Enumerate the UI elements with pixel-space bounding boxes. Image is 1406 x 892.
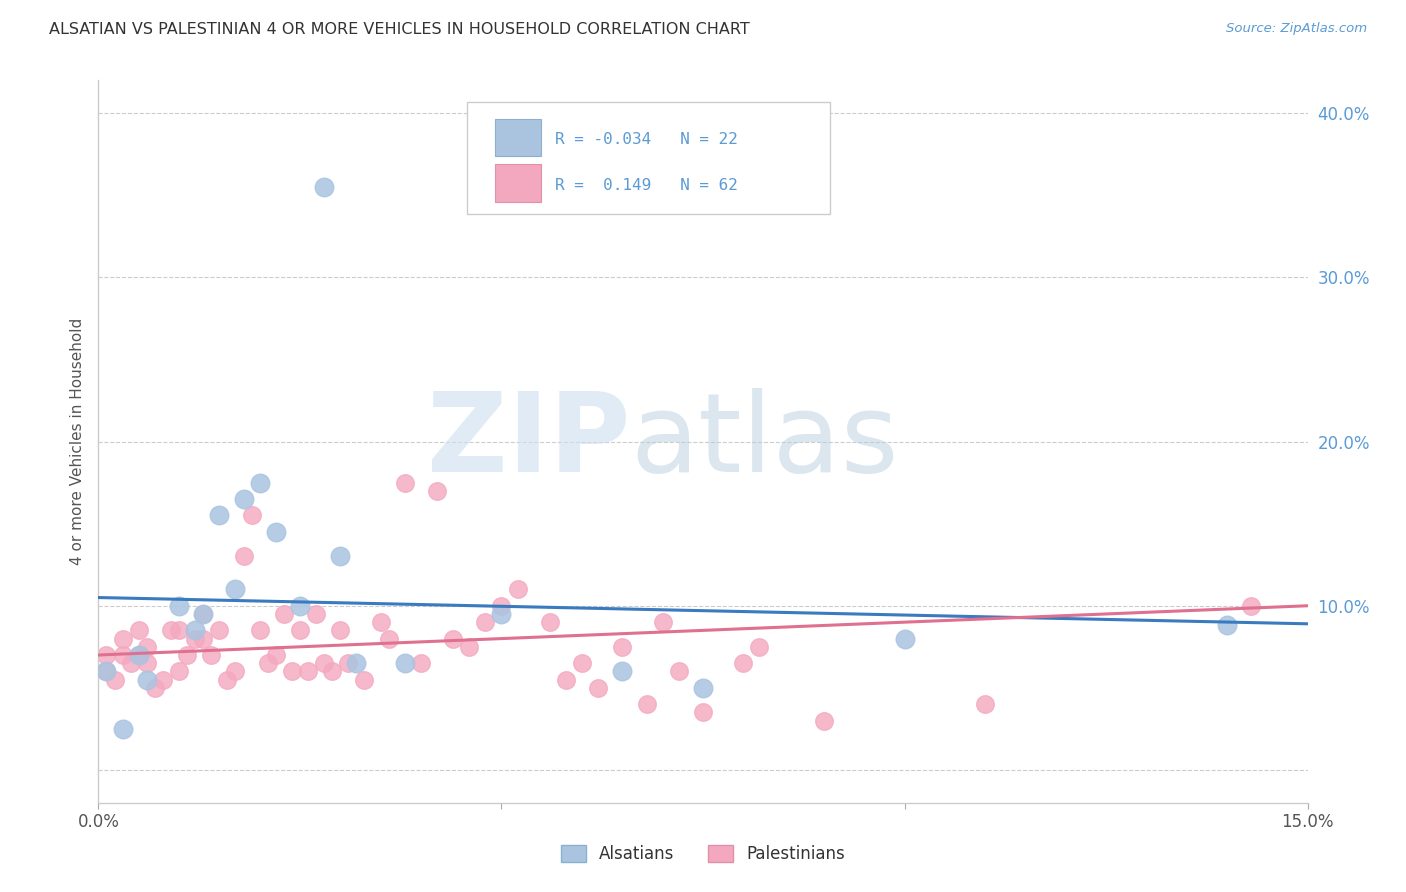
Point bbox=[314, 180, 336, 194]
Point bbox=[167, 599, 190, 613]
Point bbox=[249, 475, 271, 490]
Point bbox=[426, 483, 449, 498]
Point bbox=[893, 632, 915, 646]
Point bbox=[193, 632, 215, 646]
FancyBboxPatch shape bbox=[495, 119, 541, 156]
Point bbox=[394, 475, 416, 490]
Point bbox=[143, 681, 166, 695]
Point bbox=[538, 615, 561, 630]
Point bbox=[612, 640, 634, 654]
Text: ZIP: ZIP bbox=[427, 388, 630, 495]
Point bbox=[232, 549, 254, 564]
Point bbox=[491, 607, 513, 621]
Point bbox=[974, 698, 997, 712]
Point bbox=[458, 640, 481, 654]
Point bbox=[103, 673, 125, 687]
Point bbox=[135, 673, 157, 687]
Point bbox=[273, 607, 295, 621]
Point bbox=[329, 549, 352, 564]
Point bbox=[176, 648, 198, 662]
Point bbox=[321, 665, 343, 679]
Point bbox=[692, 681, 714, 695]
Point bbox=[651, 615, 673, 630]
Text: R = -0.034   N = 22: R = -0.034 N = 22 bbox=[555, 132, 738, 147]
Point bbox=[224, 582, 246, 597]
Point bbox=[344, 657, 367, 671]
Text: atlas: atlas bbox=[630, 388, 898, 495]
Point bbox=[370, 615, 392, 630]
Point bbox=[491, 599, 513, 613]
Point bbox=[200, 648, 222, 662]
Point bbox=[249, 624, 271, 638]
Point bbox=[152, 673, 174, 687]
FancyBboxPatch shape bbox=[467, 102, 830, 214]
Point bbox=[128, 624, 150, 638]
Point bbox=[208, 624, 231, 638]
Point bbox=[135, 657, 157, 671]
Point bbox=[208, 508, 231, 523]
Point bbox=[305, 607, 328, 621]
Point bbox=[193, 607, 215, 621]
Point bbox=[111, 632, 134, 646]
Point bbox=[668, 665, 690, 679]
Point bbox=[748, 640, 770, 654]
Point bbox=[692, 706, 714, 720]
Point bbox=[264, 524, 287, 539]
Y-axis label: 4 or more Vehicles in Household: 4 or more Vehicles in Household bbox=[69, 318, 84, 566]
Point bbox=[377, 632, 399, 646]
Point bbox=[224, 665, 246, 679]
Point bbox=[813, 714, 835, 728]
Point bbox=[96, 665, 118, 679]
Legend: Alsatians, Palestinians: Alsatians, Palestinians bbox=[561, 845, 845, 863]
Point bbox=[586, 681, 609, 695]
Point bbox=[232, 491, 254, 506]
Point bbox=[612, 665, 634, 679]
Point bbox=[217, 673, 239, 687]
Point bbox=[288, 599, 311, 613]
Point bbox=[264, 648, 287, 662]
Point bbox=[409, 657, 432, 671]
Point bbox=[636, 698, 658, 712]
Point bbox=[329, 624, 352, 638]
Point bbox=[184, 624, 207, 638]
Point bbox=[167, 624, 190, 638]
Text: ALSATIAN VS PALESTINIAN 4 OR MORE VEHICLES IN HOUSEHOLD CORRELATION CHART: ALSATIAN VS PALESTINIAN 4 OR MORE VEHICL… bbox=[49, 22, 749, 37]
Text: Source: ZipAtlas.com: Source: ZipAtlas.com bbox=[1226, 22, 1367, 36]
Point bbox=[314, 657, 336, 671]
Point bbox=[96, 665, 118, 679]
Point bbox=[96, 648, 118, 662]
Point bbox=[337, 657, 360, 671]
Point bbox=[135, 640, 157, 654]
Point bbox=[288, 624, 311, 638]
Point bbox=[506, 582, 529, 597]
Point bbox=[184, 632, 207, 646]
Point bbox=[733, 657, 755, 671]
Point bbox=[474, 615, 496, 630]
Point bbox=[240, 508, 263, 523]
Point bbox=[441, 632, 464, 646]
FancyBboxPatch shape bbox=[495, 164, 541, 202]
Point bbox=[111, 722, 134, 736]
Point bbox=[1216, 618, 1239, 632]
Point bbox=[297, 665, 319, 679]
Point bbox=[160, 624, 183, 638]
Point bbox=[256, 657, 278, 671]
Text: R =  0.149   N = 62: R = 0.149 N = 62 bbox=[555, 178, 738, 193]
Point bbox=[281, 665, 304, 679]
Point bbox=[167, 665, 190, 679]
Point bbox=[353, 673, 375, 687]
Point bbox=[128, 648, 150, 662]
Point bbox=[120, 657, 142, 671]
Point bbox=[555, 673, 578, 687]
Point bbox=[193, 607, 215, 621]
Point bbox=[128, 648, 150, 662]
Point bbox=[394, 657, 416, 671]
Point bbox=[571, 657, 593, 671]
Point bbox=[111, 648, 134, 662]
Point bbox=[1240, 599, 1263, 613]
